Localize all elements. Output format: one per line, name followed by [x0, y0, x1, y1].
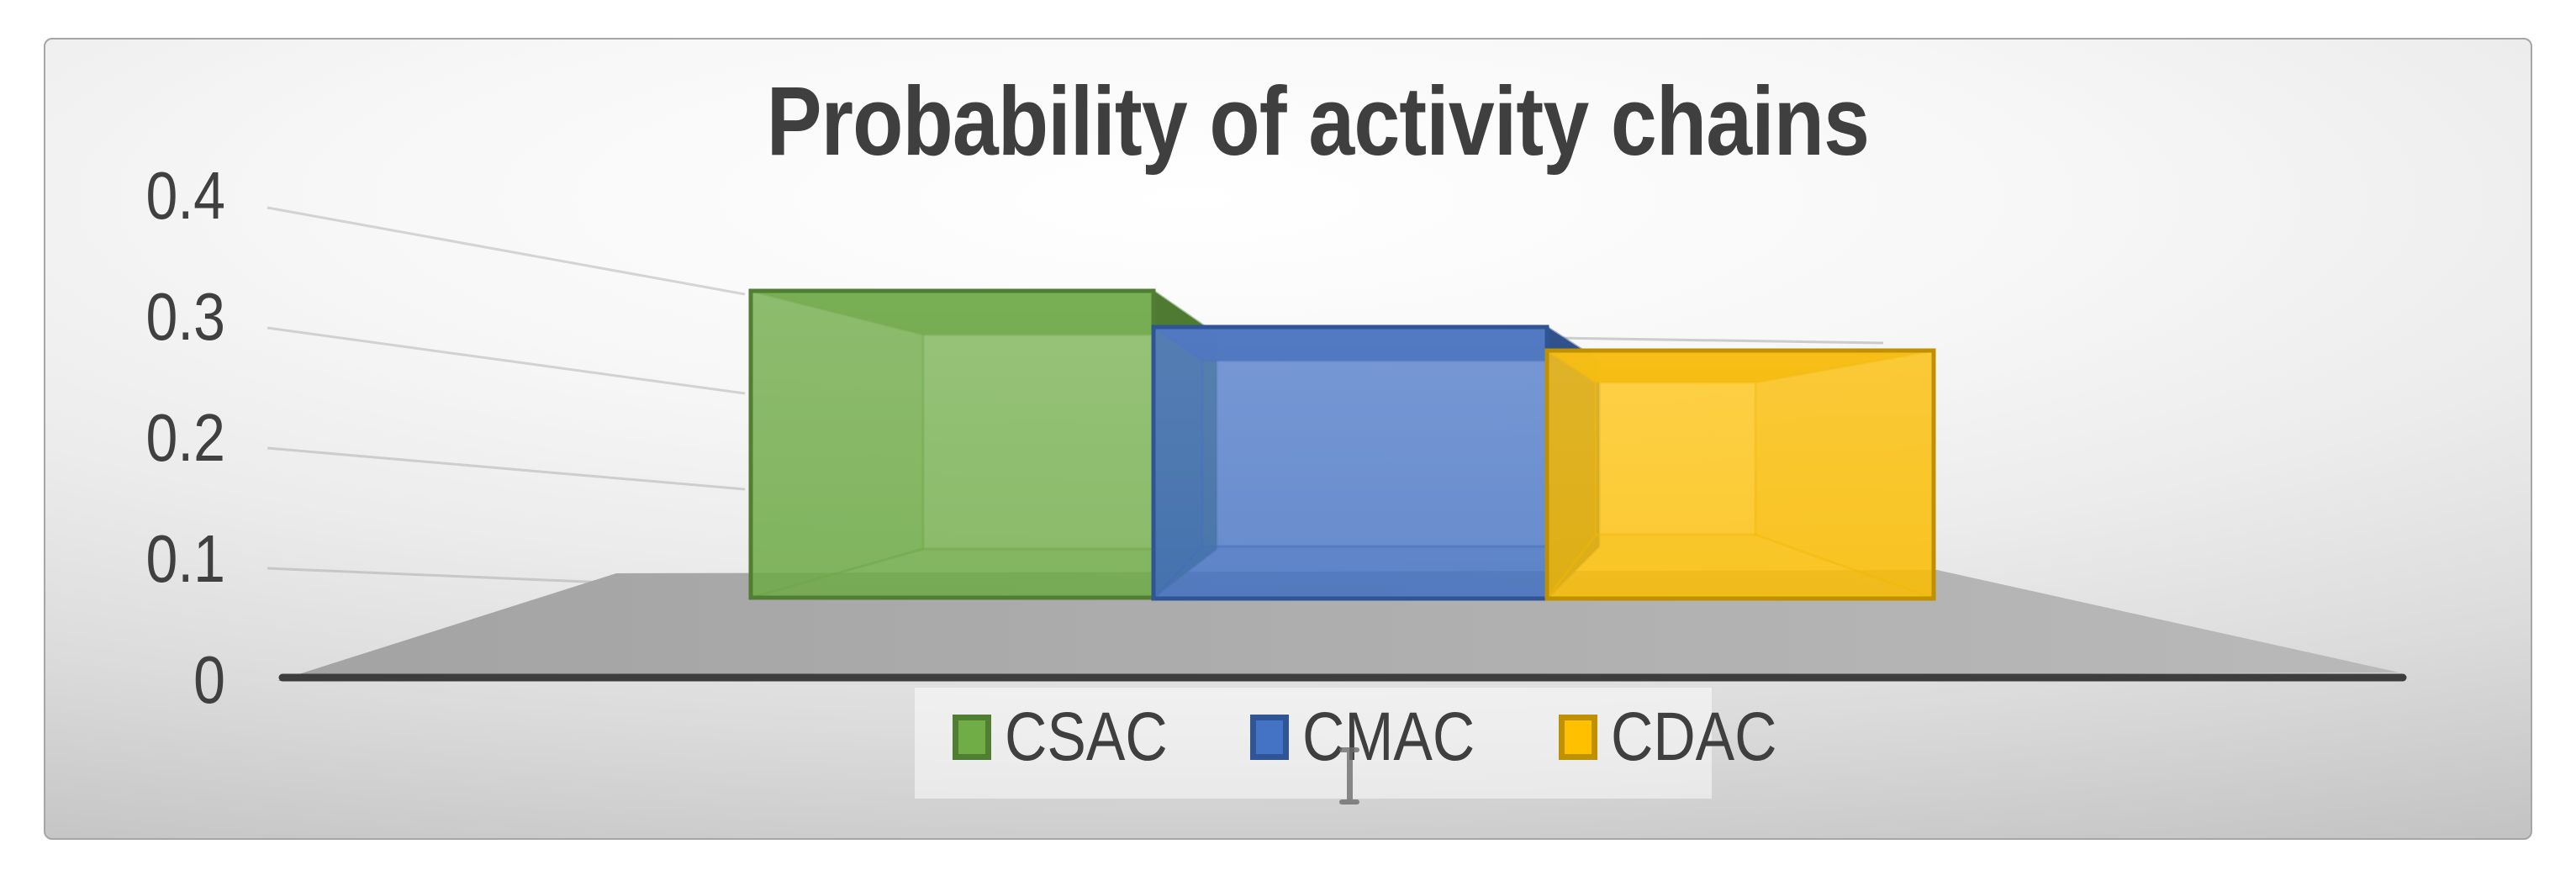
legend-label: CDAC: [1611, 699, 1777, 775]
legend-label: CMAC: [1301, 699, 1475, 775]
y-axis-tick-label[interactable]: 0.3: [145, 279, 225, 354]
chart-title-text: Probability of activity chains: [766, 66, 1869, 176]
cdac-swatch-icon: [1559, 715, 1598, 760]
y-axis-tick-label[interactable]: 0: [193, 642, 225, 717]
y-axis-tick-label[interactable]: 0.1: [145, 521, 225, 596]
legend-item-csac[interactable]: CSAC: [953, 703, 1196, 772]
cmac-swatch-icon: [1249, 715, 1289, 760]
y-axis-tick-label[interactable]: 0.2: [145, 400, 225, 475]
legend-item-cdac[interactable]: CDAC: [1559, 703, 1806, 772]
legend-label: CSAC: [1005, 699, 1168, 775]
legend-item-cmac[interactable]: CMAC: [1249, 699, 1505, 775]
csac-swatch-icon: [953, 715, 991, 760]
y-axis-tick-label[interactable]: 0.4: [145, 158, 225, 233]
legend: CSAC CMAC CDAC: [953, 703, 1807, 772]
chart-title[interactable]: Probability of activity chains: [44, 66, 2532, 177]
text-cursor-ibeam-icon: [1336, 747, 1363, 805]
